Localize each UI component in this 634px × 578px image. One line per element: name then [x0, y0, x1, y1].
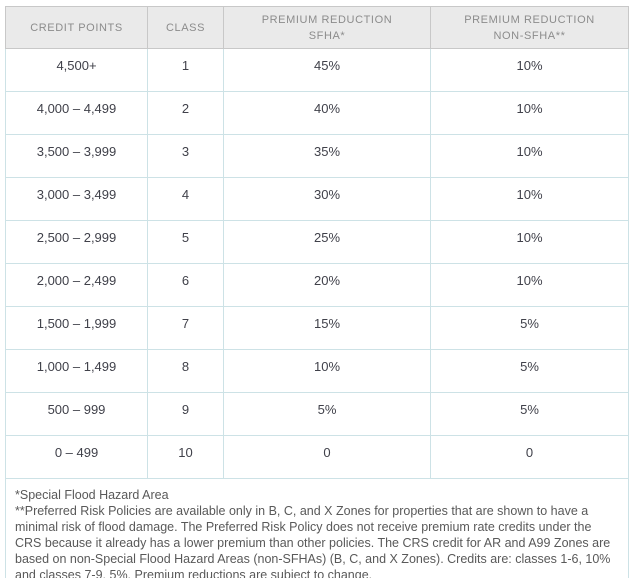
class-cell: 3: [147, 134, 224, 178]
non-sfha-reduction-cell: 10%: [430, 48, 629, 92]
class-cell: 6: [147, 263, 224, 307]
sfha-reduction-cell: 25%: [223, 220, 431, 264]
sfha-reduction-cell: 45%: [223, 48, 431, 92]
table-row: 1,000 – 1,499 8 10% 5%: [5, 349, 629, 393]
class-cell: 10: [147, 435, 224, 479]
non-sfha-reduction-cell: 10%: [430, 177, 629, 221]
premium-reduction-table-wrap: CREDIT POINTS CLASS PREMIUM REDUCTION SF…: [5, 6, 629, 578]
class-cell: 2: [147, 91, 224, 135]
header-class-label: CLASS: [165, 21, 206, 34]
non-sfha-reduction-cell: 10%: [430, 220, 629, 264]
sfha-reduction-cell: 35%: [223, 134, 431, 178]
class-cell: 7: [147, 306, 224, 350]
non-sfha-reduction-cell: 10%: [430, 134, 629, 178]
header-row: CREDIT POINTS CLASS PREMIUM REDUCTION SF…: [5, 6, 629, 49]
credit-points-cell: 500 – 999: [5, 392, 148, 436]
header-credit-points-label: CREDIT POINTS: [30, 21, 123, 34]
credit-points-cell: 1,500 – 1,999: [5, 306, 148, 350]
footnote-preferred-risk: **Preferred Risk Policies are available …: [15, 504, 611, 578]
class-cell: 9: [147, 392, 224, 436]
credit-points-cell: 3,500 – 3,999: [5, 134, 148, 178]
class-cell: 8: [147, 349, 224, 393]
table-row: 3,500 – 3,999 3 35% 10%: [5, 134, 629, 178]
non-sfha-reduction-cell: 5%: [430, 349, 629, 393]
table-header: CREDIT POINTS CLASS PREMIUM REDUCTION SF…: [5, 6, 629, 49]
header-class: CLASS: [147, 6, 224, 49]
sfha-reduction-cell: 30%: [223, 177, 431, 221]
class-cell: 4: [147, 177, 224, 221]
non-sfha-reduction-cell: 10%: [430, 91, 629, 135]
credit-points-cell: 4,000 – 4,499: [5, 91, 148, 135]
class-cell: 5: [147, 220, 224, 264]
premium-reduction-table: CREDIT POINTS CLASS PREMIUM REDUCTION SF…: [5, 6, 629, 578]
non-sfha-reduction-cell: 5%: [430, 392, 629, 436]
table-footer: *Special Flood Hazard Area **Preferred R…: [5, 478, 629, 578]
footnote-row: *Special Flood Hazard Area **Preferred R…: [5, 478, 629, 578]
sfha-reduction-cell: 15%: [223, 306, 431, 350]
header-credit-points: CREDIT POINTS: [5, 6, 148, 49]
footnote-sfha: *Special Flood Hazard Area: [15, 488, 169, 502]
footnote-cell: *Special Flood Hazard Area **Preferred R…: [5, 478, 629, 578]
credit-points-cell: 4,500+: [5, 48, 148, 92]
non-sfha-reduction-cell: 0: [430, 435, 629, 479]
table-row: 0 – 499 10 0 0: [5, 435, 629, 479]
header-non-sfha-line1: PREMIUM REDUCTION: [464, 13, 595, 26]
credit-points-cell: 0 – 499: [5, 435, 148, 479]
header-premium-reduction-non-sfha: PREMIUM REDUCTION NON-SFHA**: [430, 6, 629, 49]
header-sfha-line1: PREMIUM REDUCTION: [261, 13, 393, 26]
table-body: 4,500+ 1 45% 10% 4,000 – 4,499 2 40% 10%…: [5, 48, 629, 479]
non-sfha-reduction-cell: 10%: [430, 263, 629, 307]
table-row: 500 – 999 9 5% 5%: [5, 392, 629, 436]
sfha-reduction-cell: 10%: [223, 349, 431, 393]
credit-points-cell: 3,000 – 3,499: [5, 177, 148, 221]
credit-points-cell: 2,000 – 2,499: [5, 263, 148, 307]
table-row: 4,500+ 1 45% 10%: [5, 48, 629, 92]
class-cell: 1: [147, 48, 224, 92]
header-sfha-line2: SFHA*: [308, 29, 346, 42]
non-sfha-reduction-cell: 5%: [430, 306, 629, 350]
header-non-sfha-line2: NON-SFHA**: [493, 29, 566, 42]
table-row: 1,500 – 1,999 7 15% 5%: [5, 306, 629, 350]
sfha-reduction-cell: 40%: [223, 91, 431, 135]
credit-points-cell: 2,500 – 2,999: [5, 220, 148, 264]
table-row: 4,000 – 4,499 2 40% 10%: [5, 91, 629, 135]
sfha-reduction-cell: 0: [223, 435, 431, 479]
sfha-reduction-cell: 5%: [223, 392, 431, 436]
sfha-reduction-cell: 20%: [223, 263, 431, 307]
header-premium-reduction-sfha: PREMIUM REDUCTION SFHA*: [223, 6, 431, 49]
table-row: 3,000 – 3,499 4 30% 10%: [5, 177, 629, 221]
table-row: 2,000 – 2,499 6 20% 10%: [5, 263, 629, 307]
table-row: 2,500 – 2,999 5 25% 10%: [5, 220, 629, 264]
credit-points-cell: 1,000 – 1,499: [5, 349, 148, 393]
